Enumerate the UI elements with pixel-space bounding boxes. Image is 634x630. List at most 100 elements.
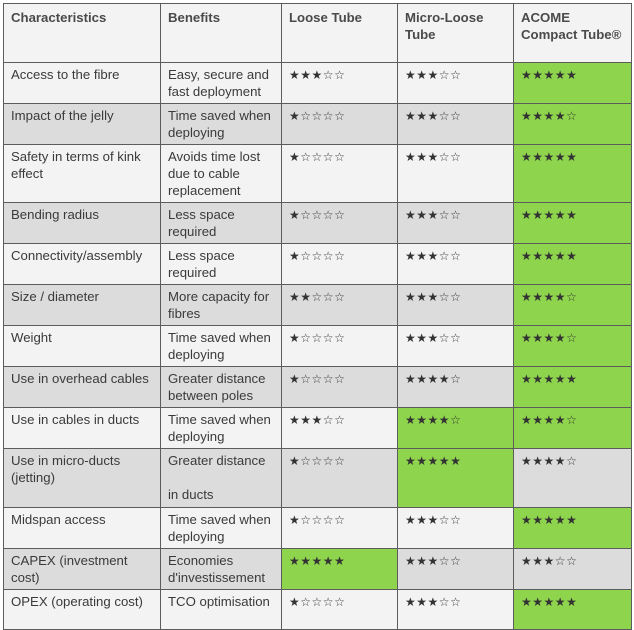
star-filled-icon: ★ — [289, 595, 301, 609]
star-filled-icon: ★ — [554, 68, 567, 82]
star-empty-icon: ☆ — [300, 208, 312, 222]
rating-micro-loose-tube: ★★★☆☆ — [397, 103, 514, 145]
star-empty-icon: ☆ — [322, 109, 335, 123]
star-empty-icon: ☆ — [322, 208, 335, 222]
star-filled-icon: ★ — [543, 249, 555, 263]
star-empty-icon: ☆ — [334, 208, 346, 222]
table-row: Access to the fibre Easy, secure and fast… — [3, 62, 632, 104]
header-characteristics: Characteristics — [3, 3, 161, 63]
star-filled-icon: ★ — [543, 454, 555, 468]
star-filled-icon: ★ — [543, 372, 555, 386]
star-empty-icon: ☆ — [311, 331, 323, 345]
star-filled-icon: ★ — [566, 249, 578, 263]
star-filled-icon: ★ — [543, 513, 555, 527]
star-filled-icon: ★ — [427, 454, 439, 468]
star-filled-icon: ★ — [427, 109, 439, 123]
star-filled-icon: ★ — [416, 595, 428, 609]
header-acome-compact-tube: ACOME Compact Tube® — [513, 3, 632, 63]
star-filled-icon: ★ — [532, 68, 544, 82]
star-empty-icon: ☆ — [300, 595, 312, 609]
star-filled-icon: ★ — [405, 595, 417, 609]
star-empty-icon: ☆ — [450, 372, 462, 386]
characteristic-cell: Use in cables in ducts — [3, 407, 161, 449]
star-empty-icon: ☆ — [450, 208, 462, 222]
table-row: Midspan access Time saved when deploying ★… — [3, 507, 632, 549]
star-filled-icon: ★ — [566, 595, 578, 609]
star-filled-icon: ★ — [300, 554, 312, 568]
star-filled-icon: ★ — [289, 413, 301, 427]
star-empty-icon: ☆ — [438, 290, 451, 304]
table-row: Use in overhead cables Greater distance b… — [3, 366, 632, 408]
rating-micro-loose-tube: ★★★☆☆ — [397, 144, 514, 203]
star-rating: ★★★★★ — [521, 249, 577, 263]
star-filled-icon: ★ — [438, 454, 451, 468]
characteristic-cell: CAPEX (investment cost) — [3, 548, 161, 590]
star-filled-icon: ★ — [566, 372, 578, 386]
star-rating: ★★★☆☆ — [405, 249, 461, 263]
star-filled-icon: ★ — [427, 513, 439, 527]
star-filled-icon: ★ — [566, 208, 578, 222]
star-empty-icon: ☆ — [334, 68, 346, 82]
star-filled-icon: ★ — [289, 513, 301, 527]
star-rating: ★★★☆☆ — [405, 208, 461, 222]
rating-acome-compact-tube: ★★★★☆ — [513, 325, 632, 367]
star-filled-icon: ★ — [289, 454, 301, 468]
star-filled-icon: ★ — [405, 109, 417, 123]
star-rating: ★★★☆☆ — [405, 554, 461, 568]
star-rating: ★★★★★ — [289, 554, 345, 568]
star-filled-icon: ★ — [554, 150, 567, 164]
star-filled-icon: ★ — [532, 208, 544, 222]
benefit-cell: Time saved when deploying — [160, 407, 282, 449]
benefit-cell: More capacity for fibres — [160, 284, 282, 326]
star-filled-icon: ★ — [532, 554, 544, 568]
star-filled-icon: ★ — [566, 68, 578, 82]
star-rating: ★★★★☆ — [405, 372, 461, 386]
table-row: Connectivity/assembly Less space required… — [3, 243, 632, 285]
star-empty-icon: ☆ — [438, 249, 451, 263]
star-filled-icon: ★ — [543, 595, 555, 609]
star-empty-icon: ☆ — [450, 331, 462, 345]
star-empty-icon: ☆ — [450, 413, 462, 427]
star-filled-icon: ★ — [521, 554, 533, 568]
star-rating: ★★★☆☆ — [405, 331, 461, 345]
star-rating: ★★★☆☆ — [405, 513, 461, 527]
benefit-cell: Avoids time lost due to cable replacemen… — [160, 144, 282, 203]
rating-loose-tube: ★☆☆☆☆ — [281, 448, 398, 508]
table-row: Use in cables in ducts Time saved when de… — [3, 407, 632, 449]
star-empty-icon: ☆ — [322, 249, 335, 263]
star-filled-icon: ★ — [416, 290, 428, 304]
star-empty-icon: ☆ — [566, 413, 578, 427]
star-rating: ★☆☆☆☆ — [289, 208, 345, 222]
star-filled-icon: ★ — [554, 208, 567, 222]
star-filled-icon: ★ — [416, 454, 428, 468]
rating-loose-tube: ★★★☆☆ — [281, 407, 398, 449]
header-micro-loose-tube: Micro-Loose Tube — [397, 3, 514, 63]
star-filled-icon: ★ — [532, 513, 544, 527]
star-filled-icon: ★ — [311, 554, 323, 568]
star-filled-icon: ★ — [334, 554, 346, 568]
star-filled-icon: ★ — [416, 413, 428, 427]
rating-acome-compact-tube: ★★★★★ — [513, 62, 632, 104]
star-empty-icon: ☆ — [438, 208, 451, 222]
characteristic-cell: Connectivity/assembly — [3, 243, 161, 285]
star-rating: ★★★★★ — [521, 68, 577, 82]
star-filled-icon: ★ — [289, 150, 301, 164]
rating-acome-compact-tube: ★★★★★ — [513, 366, 632, 408]
star-filled-icon: ★ — [521, 513, 533, 527]
star-filled-icon: ★ — [521, 150, 533, 164]
star-empty-icon: ☆ — [300, 109, 312, 123]
star-filled-icon: ★ — [521, 290, 533, 304]
star-empty-icon: ☆ — [334, 372, 346, 386]
rating-micro-loose-tube: ★★★☆☆ — [397, 548, 514, 590]
rating-acome-compact-tube: ★★★★☆ — [513, 103, 632, 145]
star-filled-icon: ★ — [543, 554, 555, 568]
star-rating: ★★★☆☆ — [289, 413, 345, 427]
rating-micro-loose-tube: ★★★☆☆ — [397, 243, 514, 285]
star-empty-icon: ☆ — [334, 331, 346, 345]
star-rating: ★★★★★ — [405, 454, 461, 468]
star-filled-icon: ★ — [300, 413, 312, 427]
star-rating: ★★★★☆ — [521, 413, 577, 427]
star-empty-icon: ☆ — [438, 150, 451, 164]
star-filled-icon: ★ — [405, 68, 417, 82]
star-empty-icon: ☆ — [300, 150, 312, 164]
